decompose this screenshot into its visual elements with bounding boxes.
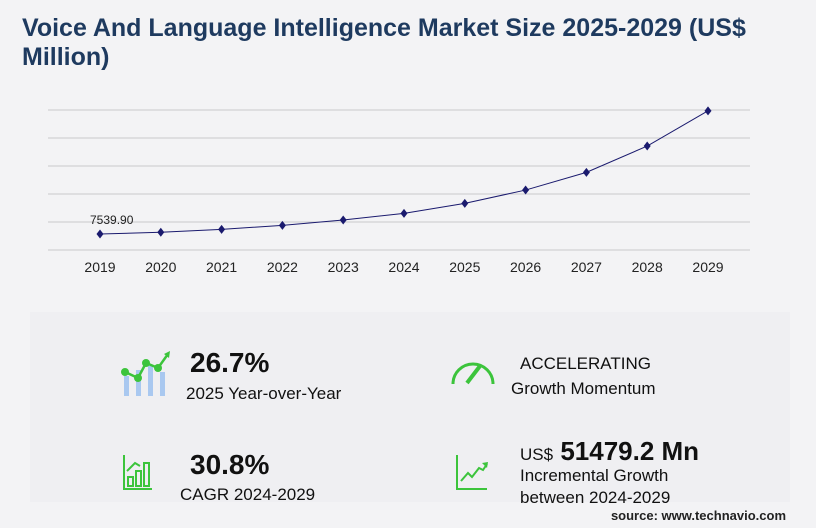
data-point: [157, 227, 165, 237]
x-tick-label: 2020: [145, 259, 176, 275]
chart-title: Voice And Language Intelligence Market S…: [22, 14, 746, 71]
data-point: [522, 185, 530, 195]
x-tick-label: 2028: [632, 259, 663, 275]
incremental-amount: 51479.2 Mn: [560, 436, 700, 466]
data-label: 7539.90: [90, 213, 134, 227]
line-chart: 2019 7539.90 2020 2021 2022 2023 2024 2025 2026 2…: [48, 106, 750, 275]
cagr-label: CAGR 2024-2029: [180, 485, 316, 504]
yoy-value: 26.7%: [190, 347, 270, 378]
x-tick-label: 2024: [388, 259, 419, 275]
data-point: [278, 220, 286, 230]
speedometer-icon: [451, 362, 495, 385]
trend-up-icon: [456, 455, 488, 490]
data-point: [218, 224, 226, 234]
x-tick-label: 2021: [206, 259, 237, 275]
incremental-label-1: Incremental Growth: [520, 466, 669, 485]
yoy-label: 2025 Year-over-Year: [186, 384, 342, 403]
momentum-value: ACCELERATING: [520, 354, 651, 373]
kpi-panel: [30, 312, 790, 502]
incremental-label-2: between 2024-2029: [520, 488, 671, 507]
x-tick-label: 2029: [692, 259, 723, 275]
x-tick-label: 2027: [571, 259, 602, 275]
incremental-growth-value: US$ 51479.2 Mn: [520, 436, 699, 467]
cagr-value: 30.8%: [190, 449, 270, 480]
data-point: [704, 106, 712, 116]
data-point: [643, 141, 651, 151]
data-point: [339, 215, 347, 225]
data-point: [96, 229, 104, 239]
x-tick-label: 2019: [84, 259, 115, 275]
x-tick-label: 2026: [510, 259, 541, 275]
x-tick-label: 2022: [267, 259, 298, 275]
data-point: [582, 167, 590, 177]
growth-chart-icon: [121, 351, 170, 396]
x-tick-label: 2025: [449, 259, 480, 275]
momentum-label: Growth Momentum: [511, 379, 656, 398]
source-text: source: www.technavio.com: [610, 508, 786, 523]
x-tick-label: 2023: [328, 259, 359, 275]
data-point: [461, 198, 469, 208]
currency-prefix: US$: [520, 445, 554, 464]
bar-chart-icon: [123, 455, 152, 490]
data-point: [400, 208, 408, 218]
